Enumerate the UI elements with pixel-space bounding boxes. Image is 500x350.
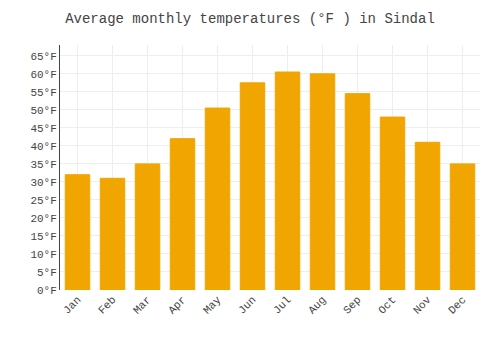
svg-text:10°F: 10°F	[30, 249, 56, 261]
svg-text:Aug: Aug	[306, 294, 328, 316]
svg-text:25°F: 25°F	[30, 195, 56, 207]
svg-text:May: May	[201, 294, 224, 317]
svg-text:Jan: Jan	[61, 294, 83, 316]
svg-text:Nov: Nov	[411, 294, 434, 317]
svg-text:Jun: Jun	[236, 294, 258, 316]
svg-text:45°F: 45°F	[30, 123, 56, 135]
svg-text:65°F: 65°F	[30, 51, 56, 63]
svg-text:Oct: Oct	[376, 294, 398, 316]
svg-text:40°F: 40°F	[30, 141, 56, 153]
svg-text:50°F: 50°F	[30, 105, 56, 117]
svg-text:Mar: Mar	[131, 294, 153, 316]
svg-text:5°F: 5°F	[37, 267, 57, 279]
svg-text:60°F: 60°F	[30, 69, 56, 81]
svg-text:30°F: 30°F	[30, 177, 56, 189]
svg-text:Sep: Sep	[341, 294, 363, 316]
svg-text:Apr: Apr	[166, 294, 188, 316]
svg-text:55°F: 55°F	[30, 87, 56, 99]
svg-text:Dec: Dec	[446, 294, 468, 316]
svg-text:Average monthly temperatures (: Average monthly temperatures (°F ) in Si…	[65, 11, 435, 27]
svg-text:Feb: Feb	[96, 294, 118, 316]
svg-text:35°F: 35°F	[30, 159, 56, 171]
svg-text:20°F: 20°F	[30, 213, 56, 225]
svg-text:0°F: 0°F	[37, 285, 57, 297]
svg-text:15°F: 15°F	[30, 231, 56, 243]
svg-text:Jul: Jul	[271, 294, 293, 316]
